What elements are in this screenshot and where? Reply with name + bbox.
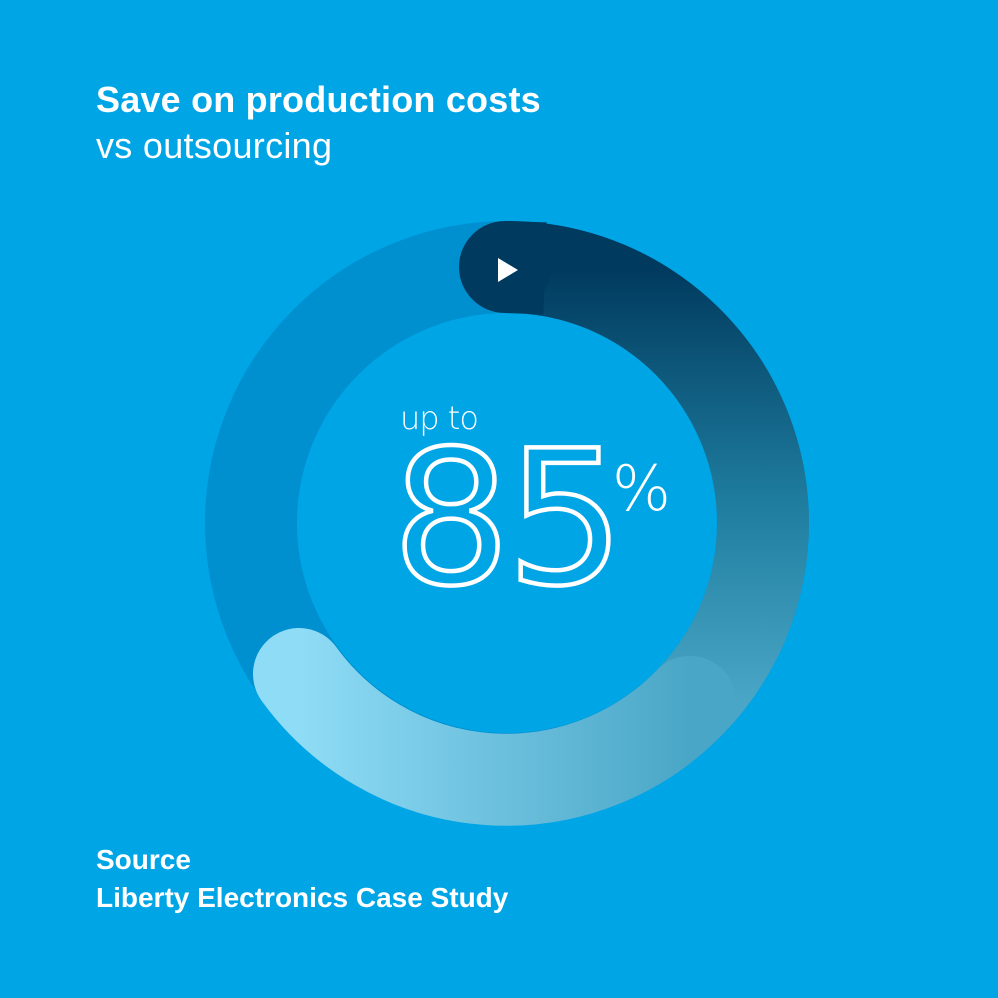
source-label: Source [96, 844, 191, 875]
donut-arc-upper [504, 220, 809, 735]
donut-arc-lower [253, 628, 736, 826]
play-button[interactable] [490, 252, 526, 288]
page-subtitle: vs outsourcing [96, 125, 333, 166]
play-icon [498, 258, 518, 282]
stat-prefix: up to [400, 399, 479, 437]
stat-unit: % [612, 452, 671, 525]
page-title: Save on production costs [96, 79, 541, 120]
source-text: Liberty Electronics Case Study [96, 882, 509, 913]
stat-value: 85 [392, 410, 621, 627]
